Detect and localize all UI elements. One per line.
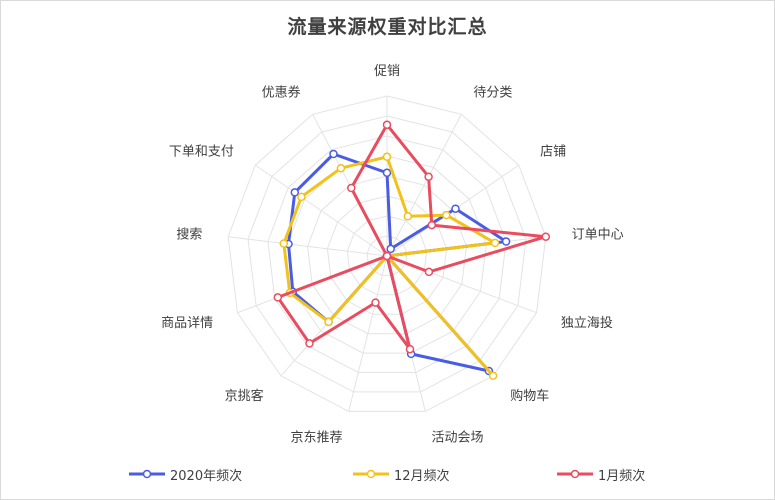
- data-point: [371, 298, 380, 307]
- data-point: [297, 192, 306, 202]
- legend-item: 2020年频次: [128, 462, 242, 486]
- data-point: [336, 163, 346, 173]
- data-point: [488, 371, 498, 381]
- grid-spoke: [255, 164, 388, 257]
- data-point: [290, 188, 300, 197]
- category-label: 京东推荐: [290, 431, 342, 446]
- data-point: [279, 239, 289, 248]
- category-label: 购物车: [510, 388, 549, 404]
- grid-spoke: [228, 236, 388, 257]
- category-label: 店铺: [540, 144, 566, 159]
- data-point: [386, 244, 395, 254]
- grid-spoke: [386, 114, 462, 257]
- data-point: [405, 344, 415, 354]
- grid-ring: [287, 155, 487, 354]
- data-point: [490, 238, 500, 248]
- data-point: [329, 149, 338, 159]
- category-label: 下单和支付: [169, 144, 234, 159]
- data-point: [424, 172, 433, 181]
- chart-title: 流量来源权重对比汇总: [287, 16, 488, 38]
- data-point: [305, 339, 314, 348]
- grid-ring: [227, 95, 547, 412]
- category-label: 优惠券: [262, 84, 301, 100]
- data-point: [442, 210, 451, 220]
- data-point: [501, 237, 511, 246]
- category-label: 活动会场: [432, 431, 484, 446]
- data-point: [403, 212, 413, 221]
- grid-ring: [307, 175, 467, 335]
- category-label: 京挑客: [225, 388, 264, 404]
- data-point: [324, 317, 333, 327]
- data-point: [382, 120, 392, 130]
- data-point: [424, 267, 434, 277]
- grid-ring: [366, 235, 408, 276]
- data-point: [541, 232, 551, 241]
- data-point: [382, 152, 392, 162]
- data-point: [427, 220, 437, 230]
- legend: 2020年频次 12月频次 1月频次: [0, 462, 775, 486]
- legend-marker: [129, 469, 165, 479]
- data-point: [382, 168, 392, 178]
- data-point: [273, 293, 283, 302]
- category-label: 商品详情: [161, 316, 213, 331]
- legend-label: 1月频次: [598, 468, 646, 484]
- legend-item: 12月频次: [352, 462, 450, 486]
- legend-label: 2020年频次: [170, 468, 243, 484]
- legend-label: 12月频次: [394, 468, 450, 484]
- data-point: [451, 204, 460, 213]
- category-label: 订单中心: [572, 228, 624, 243]
- grid-ring: [346, 215, 428, 296]
- grid-ring: [247, 115, 527, 393]
- legend-marker: [557, 469, 593, 479]
- category-label: 待分类: [473, 85, 512, 100]
- category-label: 独立海投: [561, 315, 613, 331]
- category-label: 促销: [374, 64, 400, 79]
- data-point: [347, 183, 356, 193]
- legend-item: 1月频次: [556, 462, 645, 486]
- data-point: [382, 251, 392, 261]
- grid-spoke: [348, 255, 388, 412]
- grid-ring: [267, 135, 507, 373]
- category-label: 搜索: [176, 228, 202, 243]
- legend-marker: [353, 469, 389, 479]
